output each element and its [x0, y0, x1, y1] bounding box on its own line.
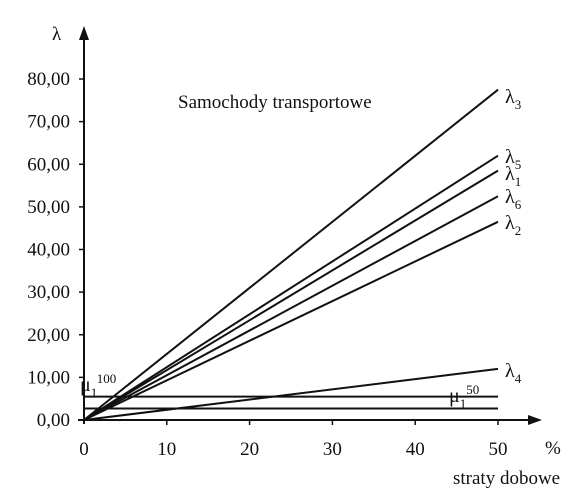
series-line-2 — [83, 169, 499, 421]
y-axis-arrow — [79, 26, 89, 40]
y-tick-label: 60,00 — [27, 154, 70, 175]
y-axis-label: λ — [52, 24, 62, 45]
y-tick-label: 50,00 — [27, 197, 70, 218]
series-layer — [83, 88, 499, 421]
y-tick-label: 70,00 — [27, 112, 70, 133]
series-label-sub: 1 — [460, 396, 467, 411]
series-label-sub: 6 — [515, 197, 522, 212]
series-line-0 — [83, 88, 499, 421]
series-label-base: λ — [505, 360, 515, 382]
series-line-5 — [83, 367, 499, 421]
series-label-sup: 100 — [97, 371, 117, 386]
series-label-base: λ — [505, 163, 515, 185]
series-label-base: λ — [505, 146, 515, 168]
series-label-3: λ6 — [505, 186, 522, 212]
x-tick-label: 10 — [157, 439, 176, 460]
series-label-sub: 1 — [515, 174, 522, 189]
y-tick-label: 80,00 — [27, 69, 70, 90]
series-label-base: λ — [505, 86, 515, 108]
series-label-sub: 4 — [515, 371, 522, 386]
x-tick-label: 50 — [489, 439, 508, 460]
series-label-base: λ — [505, 212, 515, 234]
x-tick-label: 30 — [323, 439, 342, 460]
y-tick-label: 10,00 — [27, 367, 70, 388]
series-label-sup: 50 — [466, 382, 479, 397]
series-label-7: μ150 — [449, 382, 479, 411]
x-axis-label: straty dobowe — [453, 468, 560, 489]
x-tick-label: 40 — [406, 439, 425, 460]
series-label-sub: 5 — [515, 157, 522, 172]
series-label-0: λ3 — [505, 86, 521, 112]
axes: 0,00 10,00 20,00 30,00 40,00 50,00 60,00 70,00 8… — [27, 26, 542, 460]
y-tick-label: 0,00 — [37, 410, 70, 431]
series-label-sub: 3 — [515, 97, 522, 112]
series-label-4: λ2 — [505, 212, 521, 238]
y-tick-label: 20,00 — [27, 325, 70, 346]
series-label-base: λ — [505, 186, 515, 208]
x-unit-label: % — [545, 438, 561, 459]
series-label-2: λ1 — [505, 163, 521, 189]
series-label-1: λ5 — [505, 146, 521, 172]
series-line-3 — [83, 195, 499, 421]
series-label-sub: 1 — [91, 385, 97, 400]
series-line-1 — [83, 154, 499, 421]
x-tick-label: 20 — [240, 439, 259, 460]
series-line-4 — [83, 220, 499, 421]
x-axis-arrow — [528, 415, 542, 425]
series-label-sub: 2 — [515, 223, 522, 238]
series-label-6: μ1100 — [80, 371, 116, 400]
chart-title: Samochody transportowe — [178, 92, 372, 113]
y-tick-label: 40,00 — [27, 240, 70, 261]
series-label-base: μ — [80, 374, 91, 396]
y-tick-label: 30,00 — [27, 282, 70, 303]
series-label-5: λ4 — [505, 360, 522, 386]
series-label-base: μ — [449, 385, 460, 407]
x-tick-label: 0 — [79, 439, 89, 460]
